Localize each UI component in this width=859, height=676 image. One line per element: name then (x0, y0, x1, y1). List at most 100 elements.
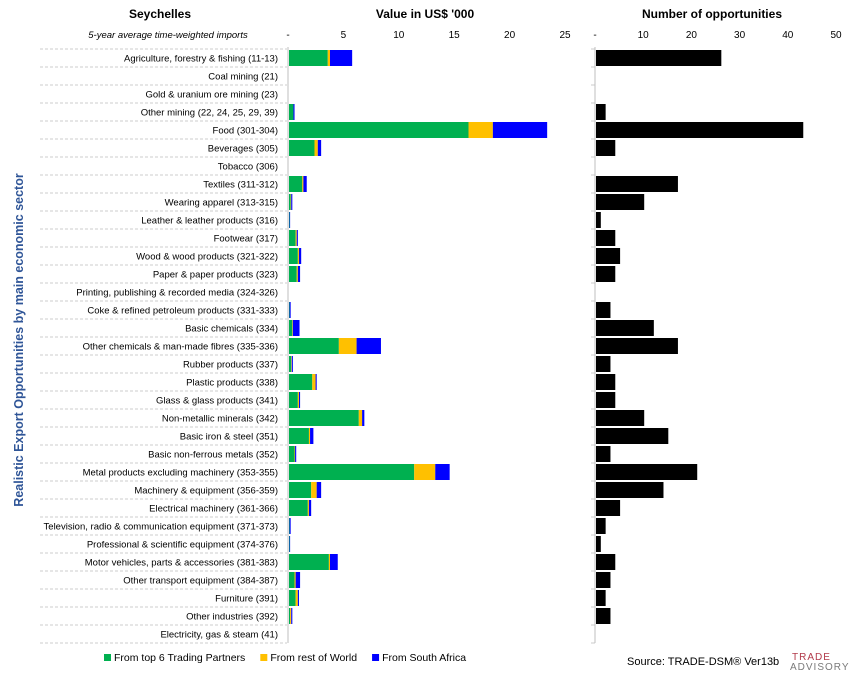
value-bar-segment (289, 50, 328, 66)
value-bar-segment (291, 608, 293, 624)
value-bar-segment (297, 248, 299, 264)
category-label: Leather & leather products (316) (141, 216, 278, 227)
category-label: Other transport equipment (384-387) (123, 576, 278, 587)
value-bar-segment (317, 140, 322, 156)
value-tick-label: 25 (559, 30, 571, 41)
value-bar-segment (303, 176, 307, 192)
value-bar-segment (289, 356, 292, 372)
opportunities-tick-label: 30 (734, 30, 746, 41)
value-bar-segment (289, 392, 298, 408)
opportunities-tick-label: 20 (686, 30, 698, 41)
value-bar-segment (297, 266, 301, 282)
opportunity-bar (596, 572, 611, 588)
category-label: Other chemicals & man-made fibres (335-3… (83, 342, 278, 353)
value-bar-segment (338, 338, 357, 354)
legend-label: From rest of World (270, 652, 357, 664)
value-bar-segment (316, 482, 322, 498)
value-bar-segment (291, 356, 292, 372)
category-label: Metal products excluding machinery (353-… (83, 468, 278, 479)
subtitle: 5-year average time-weighted imports (88, 30, 248, 41)
category-label: Other industries (392) (186, 612, 278, 623)
value-bar-segment (289, 374, 313, 390)
value-bar-segment (312, 374, 316, 390)
category-label: Furniture (391) (215, 594, 278, 605)
svg-text:ADVISORY: ADVISORY (790, 662, 850, 673)
value-bar-segment (314, 140, 318, 156)
value-bar-segment (292, 320, 300, 336)
value-bar-segment (289, 140, 315, 156)
value-bar-segment (435, 464, 450, 480)
value-bar-segment (289, 410, 359, 426)
value-tick-label: 20 (504, 30, 516, 41)
value-bar-segment (289, 302, 290, 318)
value-bar-segment (289, 464, 415, 480)
legend-label: From South Africa (382, 652, 466, 664)
opportunity-bar (596, 320, 654, 336)
legend-swatch (260, 654, 268, 661)
category-labels: Agriculture, forestry & fishing (11-13) C… (44, 54, 278, 641)
category-label: Coke & refined petroleum products (331-3… (87, 306, 278, 317)
value-bar-segment (289, 176, 303, 192)
category-label: Basic chemicals (334) (185, 324, 278, 335)
category-label: Glass & glass products (341) (156, 396, 278, 407)
value-bar-segment (290, 608, 292, 624)
category-label: Agriculture, forestry & fishing (11-13) (124, 54, 278, 65)
category-label: Professional & scientific equipment (374… (87, 540, 278, 551)
value-chart-title: Value in US$ '000 (376, 7, 475, 21)
category-label: Coal mining (21) (208, 72, 278, 83)
value-bar-segment (302, 176, 304, 192)
category-label: Basic non-ferrous metals (352) (148, 450, 278, 461)
category-label: Electrical machinery (361-366) (149, 504, 278, 515)
value-bar-segment (289, 248, 298, 264)
opportunity-bar (596, 176, 678, 192)
value-bar-segment (290, 194, 292, 210)
opportunity-bar (596, 482, 664, 498)
value-tick-label: 5 (341, 30, 347, 41)
opportunity-bar (596, 194, 645, 210)
value-bar-segment (289, 230, 296, 246)
value-bar-segment (295, 590, 298, 606)
category-label: Plastic products (338) (186, 378, 278, 389)
opportunity-bar (596, 536, 601, 552)
value-bar-segment (289, 500, 308, 516)
value-bar-segment (289, 554, 329, 570)
value-bar-segment (289, 518, 291, 534)
value-bar-segment (289, 608, 291, 624)
value-bar-segment (289, 212, 290, 228)
category-label: Textiles (311-312) (203, 180, 278, 191)
category-label: Tobacco (306) (218, 162, 278, 173)
value-bar-segment (291, 356, 293, 372)
value-tick-label: 10 (393, 30, 405, 41)
value-bar-segment (293, 104, 295, 120)
category-label: Paper & paper products (323) (153, 270, 278, 281)
value-bar-segment (295, 446, 297, 462)
value-bar-segment (297, 590, 299, 606)
country-title: Seychelles (129, 7, 191, 21)
value-bar-segment (291, 194, 293, 210)
value-bar-segment (289, 428, 309, 444)
opportunity-bar (596, 302, 611, 318)
opportunity-bar (596, 428, 669, 444)
opportunities-chart-title: Number of opportunities (642, 7, 782, 21)
opportunities-tick-label: 50 (830, 30, 842, 41)
legend-label: From top 6 Trading Partners (114, 652, 245, 664)
value-bar-segment (358, 410, 363, 426)
category-label: Wearing apparel (313-315) (165, 198, 278, 209)
category-label: Other mining (22, 24, 25, 29, 39) (141, 108, 278, 119)
value-bar-segment (327, 50, 330, 66)
value-bar-segment (289, 446, 295, 462)
value-tick-label: - (286, 30, 289, 41)
category-label: Printing, publishing & recorded media (3… (76, 288, 278, 299)
svg-text:TRADE: TRADE (792, 652, 831, 663)
value-bar-segment (308, 428, 311, 444)
value-bar-segment (292, 320, 293, 336)
opportunity-bars (596, 50, 804, 624)
legend-swatch (372, 654, 380, 661)
value-bar-segment (295, 572, 301, 588)
opportunity-bar (596, 356, 611, 372)
source-note: Source: TRADE-DSM® Ver13b (627, 656, 779, 668)
value-bar-segment (295, 230, 297, 246)
legend: From top 6 Trading Partners From rest of … (104, 652, 466, 664)
opportunity-bar (596, 374, 616, 390)
